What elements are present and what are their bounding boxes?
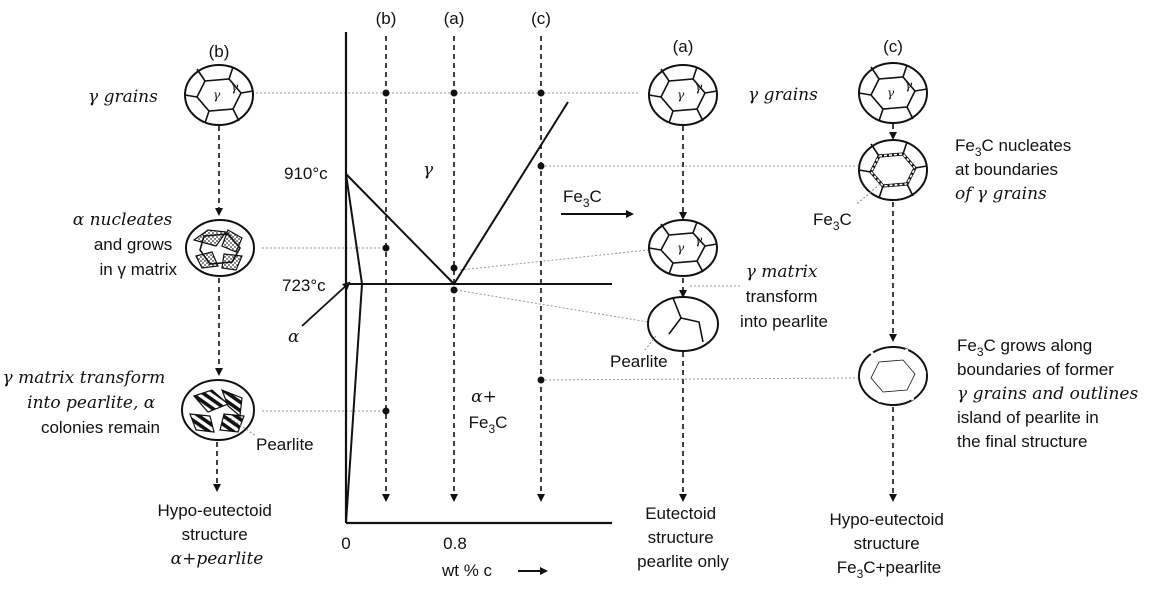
gamma-matrix-transform-label: γ matrix transform into pearlite	[740, 262, 828, 331]
svg-text:γ: γ	[695, 80, 703, 94]
alpha-region-boundary	[345, 173, 364, 524]
pearlite-pointer	[229, 417, 257, 437]
eutectoid-result: Eutectoid structure pearlite only	[637, 504, 729, 571]
svg-text:γ: γ	[213, 88, 221, 102]
gamma-grains-label-left: γ grains	[88, 87, 158, 107]
gamma-grains-icon: γ γ	[648, 64, 718, 126]
gamma-grains-icon: γ γ	[858, 62, 928, 124]
column-label-c: (c)	[531, 9, 551, 28]
svg-text:γ: γ	[231, 80, 239, 94]
alpha-nucleation-icon	[185, 219, 255, 277]
column-label-a-right: (a)	[673, 37, 694, 56]
node	[450, 264, 458, 272]
node	[537, 89, 545, 97]
fe3c-pointer	[856, 183, 881, 205]
middle-column-eutectoid: (a) γ γ γ grains γ γ γ matrix transform …	[610, 37, 828, 571]
column-label-b: (b)	[376, 9, 397, 28]
column-label-c-right: (c)	[883, 37, 903, 56]
hypo-eutectoid-result-left: Hypo-eutectoid structure α+pearlite	[157, 501, 276, 569]
fe3c-small-label: Fe3C	[813, 210, 852, 233]
fe3c-grows-label: Fe3C grows along boundaries of former γ …	[957, 336, 1143, 451]
x-axis-label: wt % c	[441, 561, 493, 580]
svg-text:γ: γ	[905, 78, 913, 92]
gamma-grains-icon: γ γ	[648, 219, 718, 277]
phase-diagram: (b) (a) (c) 910°c 723°c γ α α+ Fe3C Fe3C…	[282, 9, 634, 580]
node	[537, 162, 545, 170]
temperature-723: 723°c	[282, 276, 326, 295]
a3-line	[345, 101, 569, 286]
alpha-region-label: α	[288, 327, 300, 347]
temperature-910: 910°c	[284, 164, 328, 183]
left-column-hypoeutectoid: (b) γ γ γ grains α nucleates and grows i…	[3, 42, 314, 569]
gamma-region-label: γ	[423, 160, 434, 180]
pearlite-label-right: Pearlite	[610, 352, 668, 371]
pearlite-icon	[647, 296, 719, 352]
right-column-hypereutectoid: (c) γ γ Fe3C nucleates at boundaries of …	[813, 37, 1143, 581]
svg-text:γ: γ	[677, 88, 685, 102]
pearlite-label-left: Pearlite	[256, 435, 314, 454]
pearlite-colonies-icon	[181, 379, 255, 441]
fe3c-nucleation-icon	[858, 139, 928, 201]
gamma-grains-label-right: γ grains	[748, 85, 818, 105]
node	[450, 89, 458, 97]
alpha-pointer-arrow	[301, 281, 351, 327]
node	[382, 89, 390, 97]
alpha-nucleates-label: α nucleates and grows in γ matrix	[73, 210, 178, 279]
hypereutectoid-result: Hypo-eutectoid structure Fe3C+pearlite	[829, 510, 948, 581]
column-label-b-left: (b)	[209, 42, 230, 61]
fe3c-arrow-label: Fe3C	[563, 187, 602, 210]
node	[450, 286, 458, 294]
gamma-grains-icon: γ γ	[184, 64, 254, 126]
column-label-a: (a)	[444, 9, 465, 28]
x-tick-0-8: 0.8	[443, 534, 467, 553]
alpha-plus-fe3c-line1: α+	[471, 387, 497, 407]
x-tick-0: 0	[341, 534, 350, 553]
fe3c-network-pearlite-icon	[858, 346, 928, 406]
node	[537, 376, 545, 384]
pearlite-pointer	[644, 335, 657, 351]
node	[382, 244, 390, 252]
pearlite-transform-label: γ matrix transform into pearlite, α colo…	[3, 368, 170, 437]
fe3c-nucleates-label: Fe3C nucleates at boundaries of γ grains	[955, 136, 1076, 204]
svg-text:γ: γ	[887, 86, 895, 100]
connector-lines	[252, 92, 859, 412]
svg-text:γ: γ	[695, 233, 703, 247]
svg-text:γ: γ	[677, 241, 685, 255]
node	[382, 407, 390, 415]
alpha-plus-fe3c-line2: Fe3C	[469, 413, 508, 436]
